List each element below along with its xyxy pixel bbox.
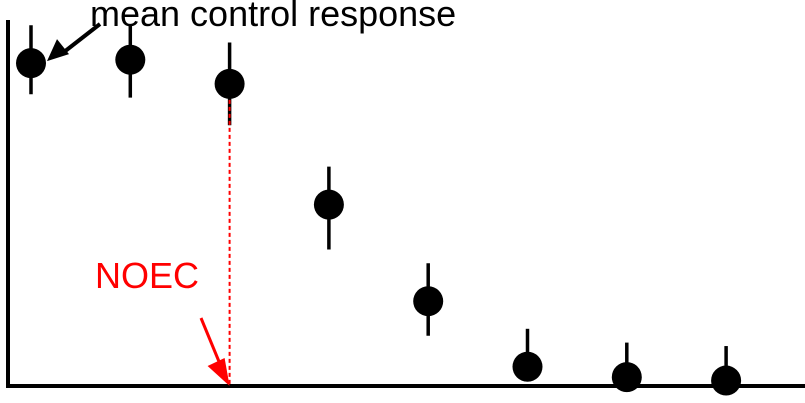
data-marks [16, 25, 742, 396]
data-point [413, 286, 444, 317]
data-point [115, 44, 146, 75]
noec-label: NOEC [95, 255, 199, 296]
control-arrow-head [47, 39, 69, 62]
data-point [711, 365, 742, 396]
control-arrow-shaft [62, 22, 102, 54]
noec-arrow-head [207, 358, 230, 386]
data-point [214, 68, 245, 99]
data-point [512, 351, 543, 382]
control-label: mean control response [90, 0, 456, 34]
data-point [16, 48, 46, 79]
data-point [611, 362, 642, 393]
data-point [313, 189, 344, 220]
noec-arrow-shaft [199, 317, 222, 365]
